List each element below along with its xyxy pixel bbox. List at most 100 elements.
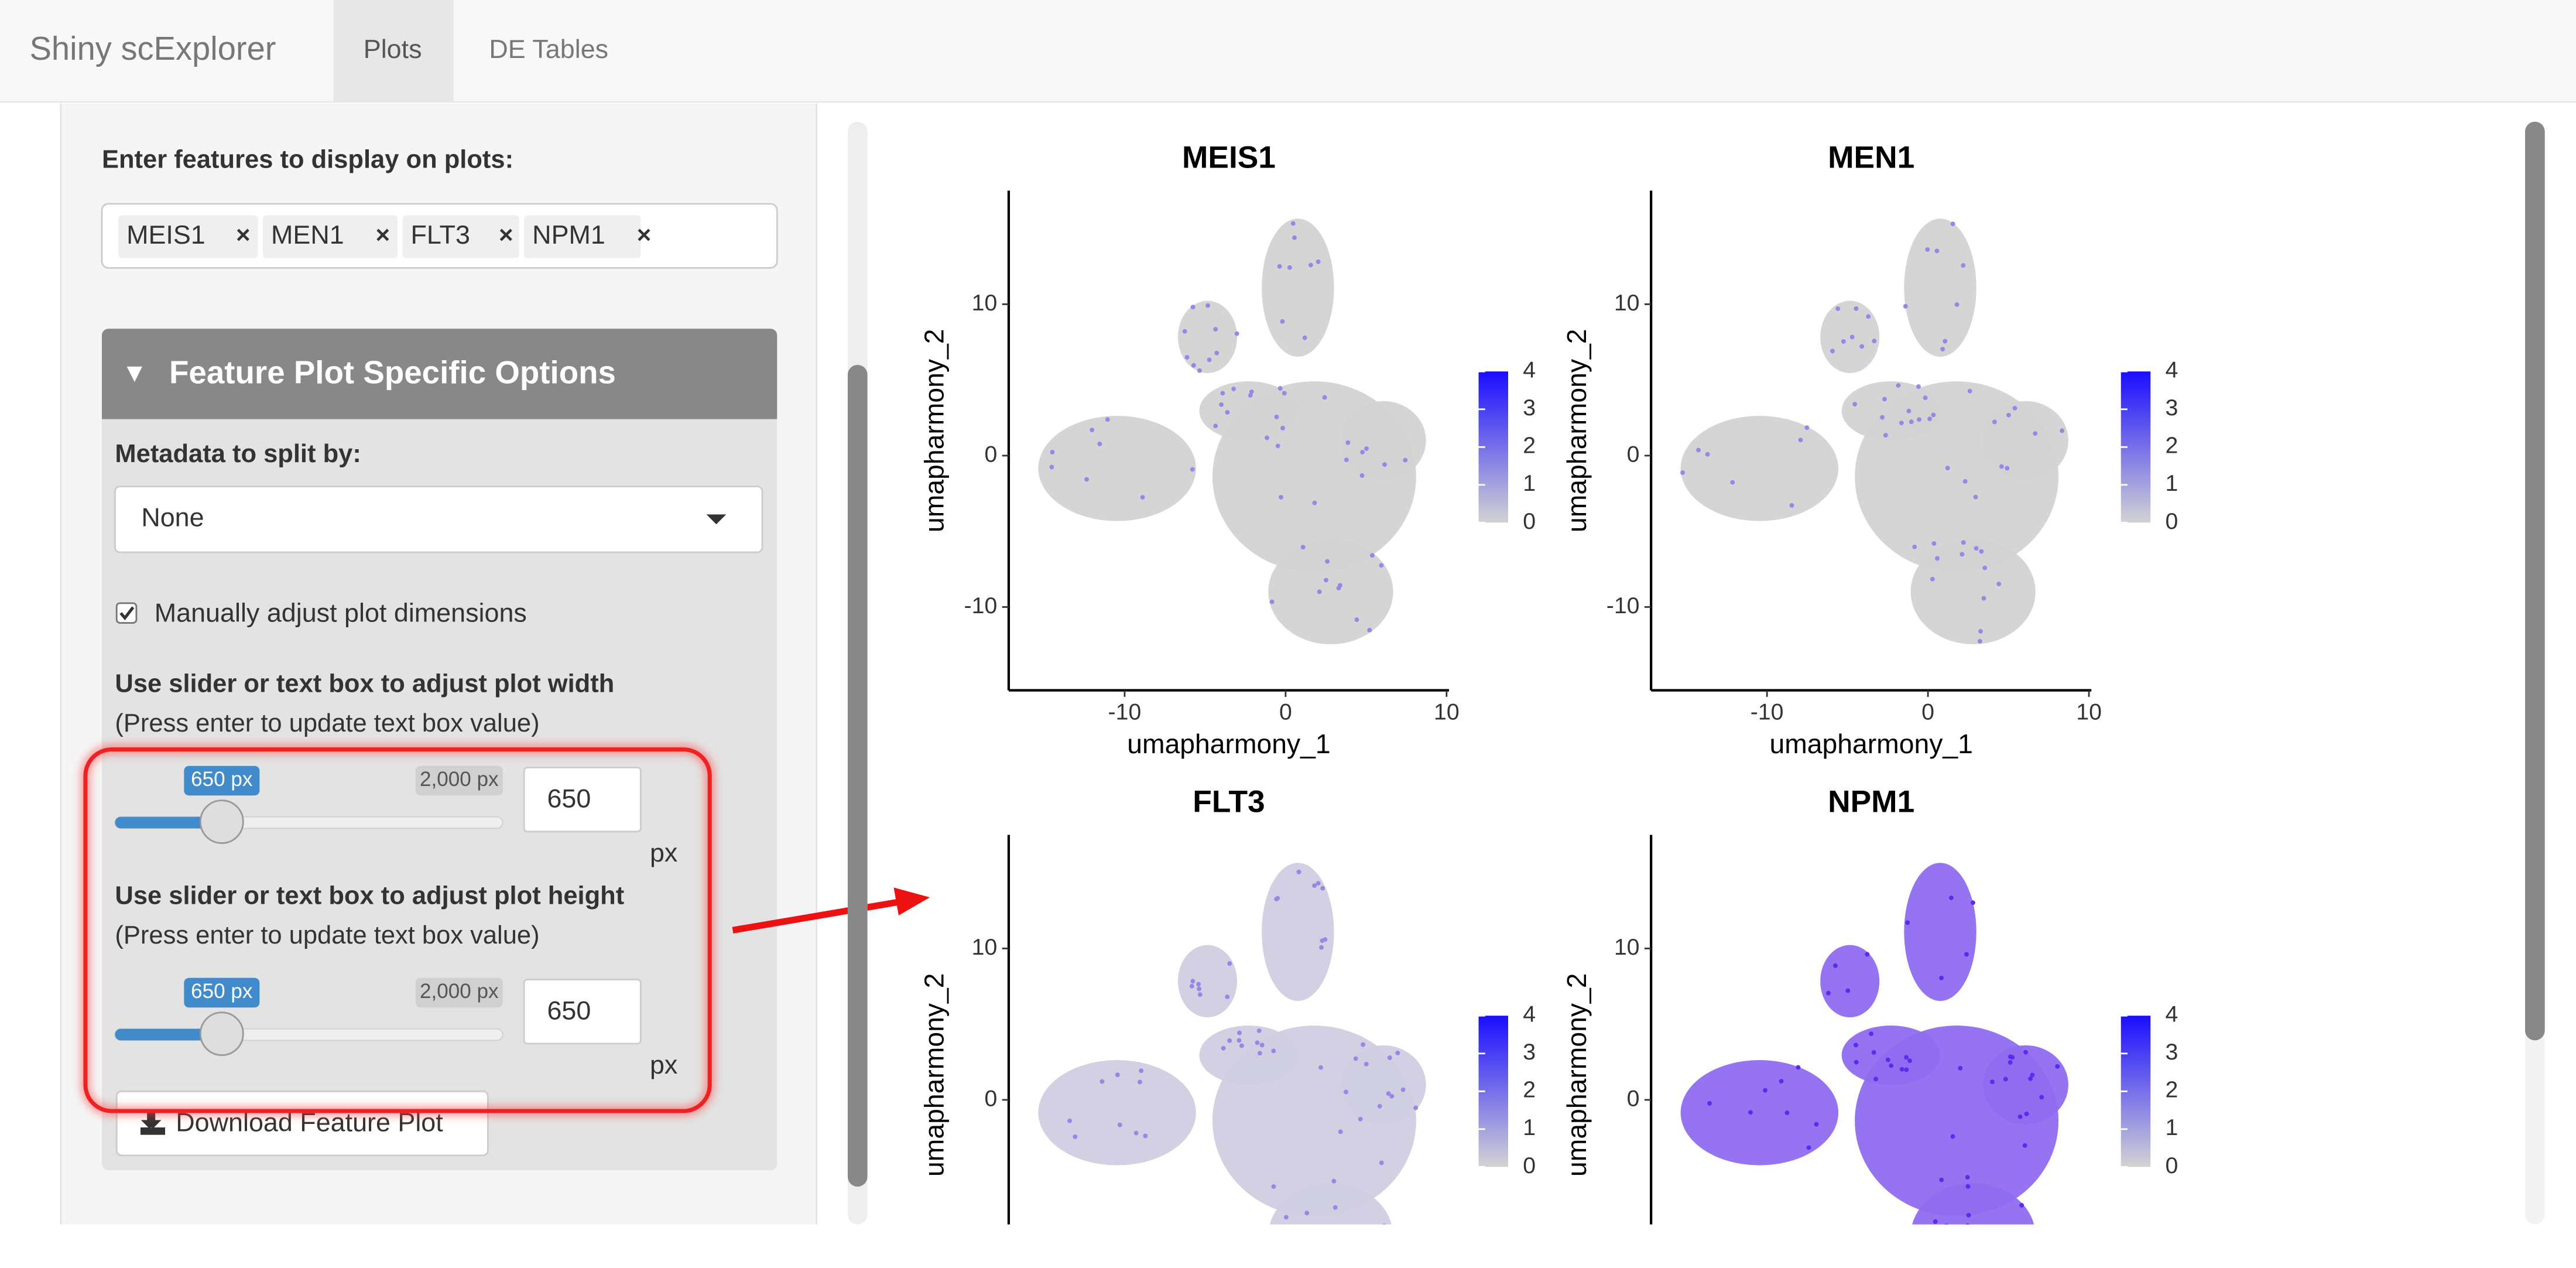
colorbar-tick-label: 4 [2165,357,2178,383]
expressing-cell [1904,1055,1909,1060]
expressing-cell [1358,1116,1363,1122]
max-bubble [415,765,503,796]
split-value[interactable]: None [141,503,204,532]
expressing-cell [1225,994,1230,999]
expressing-cell [1331,1178,1337,1184]
tag-box [262,215,398,258]
expressing-cell [1325,559,1330,564]
expressing-cell [1871,1050,1876,1055]
expressing-cell [1944,1223,1948,1225]
px-input[interactable] [523,979,642,1045]
px-input[interactable] [523,767,642,833]
point-cloud [1199,1026,1298,1085]
px-input-value[interactable]: 650 [547,783,591,813]
expressing-cell [1271,1048,1276,1054]
expressing-cell [1814,1122,1819,1127]
content: Enter features to display on plots: MEIS… [60,103,2545,1255]
expressing-cell [1965,1184,1971,1189]
expressing-cell [1214,350,1220,356]
tag-remove[interactable]: × [236,221,251,248]
expressing-cell [1225,410,1230,415]
expressing-cell [2055,1064,2060,1069]
expressing-cell [1386,1091,1391,1096]
expressing-cell [1292,235,1297,240]
tab[interactable]: Plots [364,34,422,64]
expressing-cell [1866,314,1871,319]
expressing-cell [1852,402,1858,407]
point-cloud [1841,1026,1941,1085]
expressing-cell [1248,393,1253,398]
expressing-cell [1182,329,1187,334]
y-tick-label: 0 [984,441,997,467]
expressing-cell [2003,1228,2008,1232]
point-cloud [1820,945,1880,1018]
slider-knob[interactable] [199,799,244,844]
expressing-cell [1345,440,1351,445]
x-tick-label: 0 [1279,699,1292,724]
expressing-cell [1353,1056,1358,1061]
expressing-cell [1133,1130,1139,1136]
feature-tag: NPM1 × [524,215,652,258]
highlight [83,747,712,1113]
expressing-cell [1939,1177,1944,1182]
slider-knob[interactable] [199,1011,244,1056]
px-input-value[interactable]: 650 [547,995,591,1025]
tag-remove[interactable]: × [637,221,652,248]
expressing-cell [2039,1095,2044,1100]
expressing-cell [1049,464,1054,470]
panel-toggle[interactable]: ▼ [122,358,148,388]
tag-remove[interactable]: × [376,221,390,248]
expressing-cell [1961,540,1966,545]
panel-header[interactable] [101,329,777,419]
main-scroll-thumb[interactable] [2525,121,2545,1041]
expressing-cell [1943,339,1948,344]
expressing-cell [1364,1061,1369,1067]
expressing-cell [1344,457,1349,463]
y-tick-label: -10 [964,593,998,618]
expressing-cell [1319,945,1324,950]
expressing-cell [2019,1203,2025,1208]
panel-title[interactable]: Feature Plot Specific Options [169,354,616,390]
brand[interactable]: Shiny scExplorer [30,30,276,67]
expressing-cell [1287,265,1292,270]
features-label: Enter features to display on plots: [102,146,513,174]
expressing-cell [1050,450,1055,454]
tag-label: MEN1 [271,220,344,250]
expressing-cell [1869,1031,1874,1037]
split-select[interactable] [114,486,763,553]
expressing-cell [1904,1067,1909,1072]
expressing-cell [1909,419,1914,425]
expressing-cell [1899,1067,1904,1072]
expressing-cell [1140,495,1145,500]
tag-remove[interactable]: × [499,221,513,248]
tab[interactable]: DE Tables [489,34,608,64]
colorbar-tick-label: 1 [1523,1115,1536,1140]
expressing-cell [1965,1175,1970,1180]
expressing-cell [1143,1133,1148,1139]
expressing-cell [1835,306,1841,312]
checkbox[interactable] [115,602,138,624]
expressing-cell [1973,494,1978,500]
expressing-cell [1190,467,1195,472]
plot-title: MEN1 [1828,140,1914,175]
expressing-cell [1927,416,1932,422]
tag-label: MEIS1 [126,220,205,250]
expressing-cell [1934,248,1940,254]
point-cloud [1904,863,1976,1001]
expressing-cell [1933,1250,1938,1255]
expressing-cell [1395,1050,1400,1055]
point-cloud [1199,381,1298,441]
checkbox-label[interactable]: Manually adjust plot dimensions [155,597,527,627]
expressing-cell [1316,881,1321,886]
expressing-cell [1296,869,1301,874]
expressing-cell [1935,556,1940,561]
expressing-cell [1948,895,1954,900]
expressing-cell [1930,576,1935,582]
expressing-cell [1234,331,1239,336]
y-tick-label: 10 [1614,290,1640,316]
expressing-cell [1972,1229,1977,1233]
sidebar-scroll-thumb[interactable] [847,364,868,1187]
